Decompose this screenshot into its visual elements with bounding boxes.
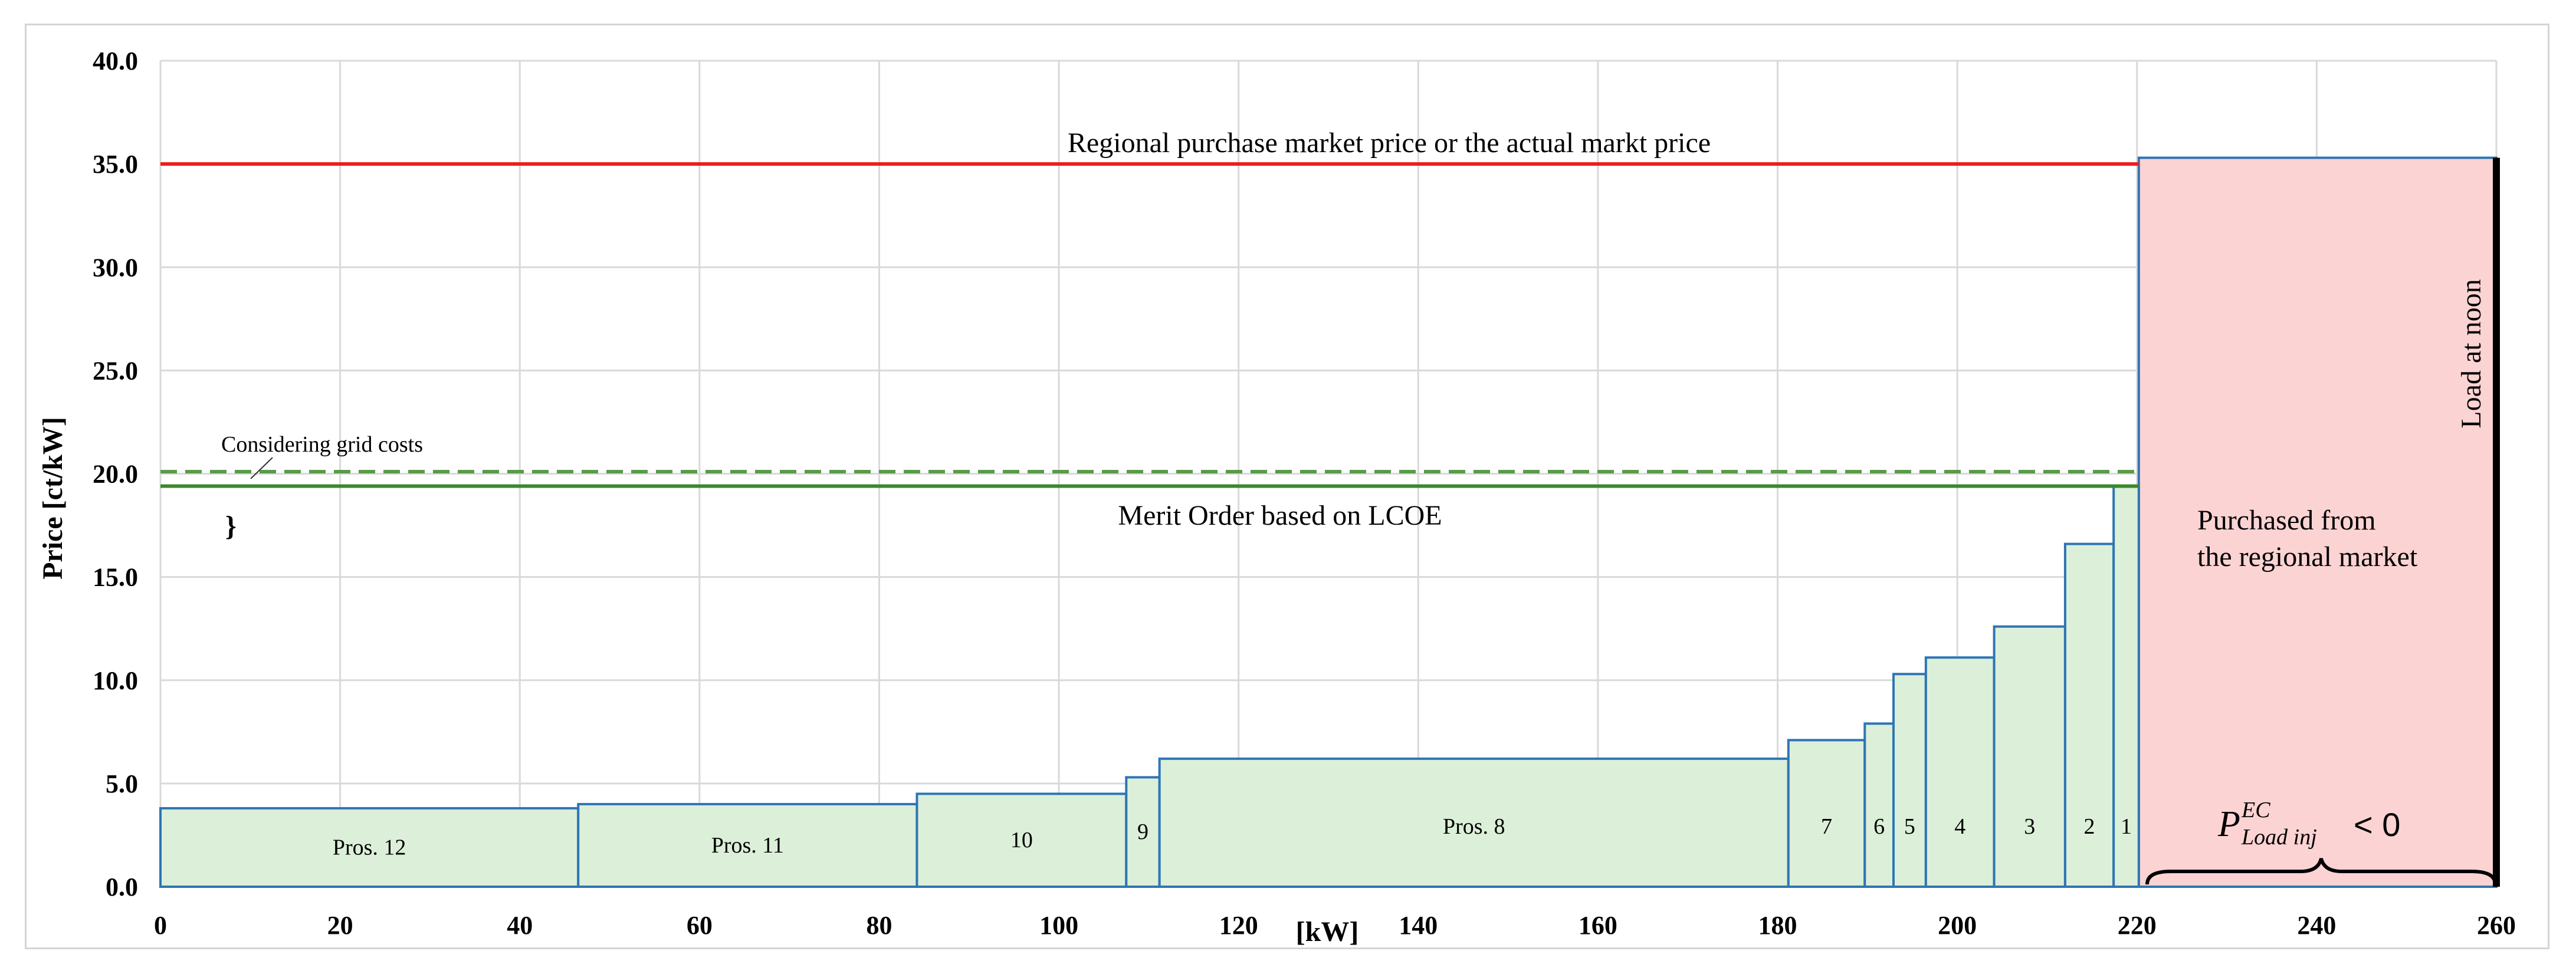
labels: Price [ct/kW] [kW] Regional purchase mar…: [37, 127, 2497, 947]
inj-relation: < 0: [2354, 806, 2400, 843]
y-tick-label: 30.0: [93, 253, 138, 282]
x-tick-label: 0: [154, 911, 167, 940]
x-tick-label: 40: [507, 911, 533, 940]
load-at-noon-annotation: Load at noon: [2456, 279, 2487, 428]
bar-label: 5: [1904, 814, 1915, 839]
reference-lines: [160, 157, 2500, 887]
bar: [2112, 485, 2140, 888]
inj-subscript: Load inj: [2241, 825, 2317, 850]
bar: [1993, 625, 2066, 889]
bar: [1863, 722, 1895, 888]
x-tick-label: 260: [2477, 911, 2516, 940]
y-tick-label: 0.0: [106, 873, 138, 901]
inj-superscript: EC: [2241, 798, 2270, 822]
bar-label: Pros. 8: [1443, 814, 1505, 839]
bar-label: 7: [1821, 814, 1832, 839]
x-tick-label: 200: [1938, 911, 1977, 940]
injection-formula: P EC Load inj < 0: [2217, 798, 2400, 850]
x-tick-label: 240: [2297, 911, 2336, 940]
bar: [1787, 739, 1866, 889]
purchased-label-line2: the regional market: [2197, 541, 2418, 572]
y-tick-label: 35.0: [93, 150, 138, 179]
bar: [1158, 757, 1790, 888]
x-tick-label: 100: [1039, 911, 1078, 940]
x-tick-label: 20: [327, 911, 353, 940]
y-tick-label: 25.0: [93, 356, 138, 385]
bar-label: 10: [1010, 828, 1033, 853]
bar-label: 2: [2084, 814, 2095, 839]
bar: [159, 807, 580, 889]
x-tick-label: 140: [1399, 911, 1438, 940]
bar-label: 9: [1137, 820, 1148, 844]
market-price-annotation: Regional purchase market price or the ac…: [1068, 127, 1711, 159]
merit-order-annotation: Merit Order based on LCOE: [1118, 500, 1442, 531]
x-tick-label: 120: [1219, 911, 1258, 940]
bar-label: Pros. 12: [333, 835, 406, 860]
bar: [1125, 776, 1161, 889]
bar: [577, 802, 918, 889]
small-brace-glyph: }: [225, 511, 237, 542]
y-tick-label: 5.0: [106, 769, 138, 798]
y-tick-label: 40.0: [93, 47, 138, 75]
x-tick-label: 180: [1758, 911, 1797, 940]
y-tick-label: 20.0: [93, 460, 138, 489]
bar-label: 4: [1954, 814, 1965, 839]
bar-label: Pros. 11: [711, 833, 784, 858]
x-tick-label: 80: [866, 911, 892, 940]
ticks: 0 20 40 60 80 100 120 140 160 180 200 220 240 260 0.0 5…: [93, 47, 2516, 940]
injection-brace: [2145, 858, 2497, 885]
bar: [1924, 656, 1996, 889]
inj-symbol: P: [2217, 804, 2240, 844]
x-tick-label: 220: [2118, 911, 2157, 940]
y-tick-label: 15.0: [93, 563, 138, 592]
bar: [1892, 673, 1927, 889]
x-tick-label: 60: [687, 911, 713, 940]
bar: [915, 792, 1128, 888]
purchased-label-line1: Purchased from: [2197, 505, 2376, 536]
x-axis-title: [kW]: [1296, 916, 1359, 947]
grid-costs-leader: [250, 457, 273, 479]
y-tick-label: 10.0: [93, 666, 138, 695]
bar-label: 6: [1873, 814, 1885, 839]
bar-label: 1: [2121, 814, 2132, 839]
grid-costs-annotation: Considering grid costs: [221, 432, 423, 457]
y-axis-title: Price [ct/kW]: [37, 417, 68, 580]
x-tick-label: 160: [1579, 911, 1617, 940]
bar-label: 3: [2024, 814, 2035, 839]
